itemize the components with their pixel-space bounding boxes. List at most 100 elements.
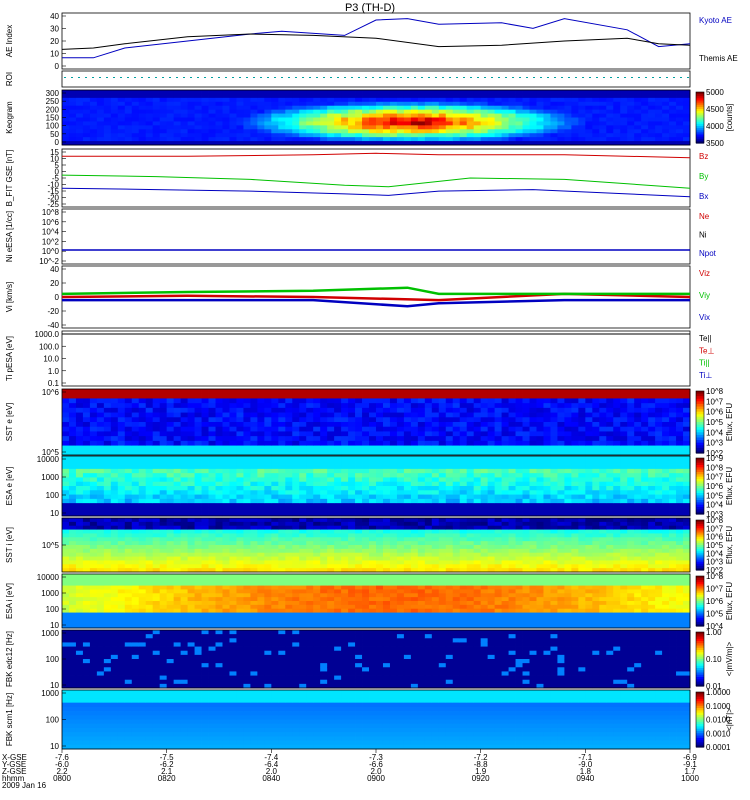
- spectrogram-cell: [257, 403, 265, 409]
- spectrogram-cell: [424, 521, 433, 527]
- spectrogram-cell: [683, 141, 691, 146]
- spectrogram-cell: [194, 431, 202, 437]
- spectrogram-cell: [424, 90, 433, 95]
- spectrogram-cell: [166, 403, 175, 409]
- spectrogram-cell: [243, 556, 251, 561]
- spectrogram-cell: [473, 412, 482, 418]
- spectrogram-cell: [466, 417, 475, 423]
- colorbar-segment: [696, 476, 704, 480]
- spectrogram-cell: [285, 556, 293, 561]
- spectrogram-cell: [515, 456, 523, 461]
- spectrogram-cell: [459, 456, 468, 461]
- spectrogram-cell: [355, 464, 363, 470]
- spectrogram-cell: [396, 560, 405, 565]
- spectrogram-cell: [355, 564, 363, 569]
- spectrogram-cell: [138, 431, 147, 437]
- spectrogram-cell: [89, 133, 98, 138]
- spectrogram-cell: [62, 440, 70, 446]
- spectrogram-cell: [452, 468, 461, 474]
- spectrogram-cell: [271, 105, 279, 111]
- spectrogram-cell: [138, 398, 147, 404]
- spectrogram-cell: [117, 129, 126, 134]
- spectrogram-cell: [543, 422, 551, 428]
- spectrogram-cell: [369, 440, 377, 446]
- colorbar-segment: [696, 481, 704, 485]
- spectrogram-cell: [501, 464, 509, 470]
- spectrogram-cell: [431, 564, 440, 569]
- spectrogram-cell: [669, 440, 677, 446]
- spectrogram-cell: [396, 403, 405, 409]
- spectrogram-cell: [431, 403, 440, 409]
- spectrogram-cell: [362, 525, 370, 530]
- spectrogram-cell: [627, 101, 635, 107]
- spectrogram-cell: [348, 125, 356, 130]
- spectrogram-cell: [362, 564, 370, 569]
- spectrogram-cell: [131, 468, 140, 474]
- spectrogram-cell: [417, 417, 426, 423]
- roi-dot: [603, 77, 605, 78]
- spectrogram-cell: [355, 93, 363, 99]
- spectrogram-cell: [180, 431, 188, 437]
- spectrogram-cell: [187, 456, 195, 461]
- spectrogram-cell: [75, 440, 84, 446]
- spectrogram-cell: [103, 481, 112, 487]
- spectrogram-cell: [208, 503, 216, 508]
- spectrogram-cell: [96, 137, 105, 142]
- spectrogram-cell: [264, 477, 272, 483]
- spectrogram-cell: [89, 473, 98, 478]
- roi-dot: [120, 77, 122, 78]
- spectrogram-cell: [145, 117, 154, 122]
- spectrogram-cell: [403, 137, 412, 142]
- spectrogram-cell: [327, 125, 335, 130]
- spectrogram-cell: [257, 407, 265, 413]
- spectrogram-cell: [515, 422, 523, 428]
- roi-dot: [211, 77, 213, 78]
- spectrogram-cell: [82, 121, 91, 126]
- spectrogram-cell: [543, 464, 551, 470]
- spectrogram-cell: [459, 125, 468, 130]
- spectrogram-cell: [410, 431, 419, 437]
- spectrogram-cell: [389, 560, 398, 565]
- roi-dot: [246, 77, 248, 78]
- spectrogram-cell: [362, 545, 370, 550]
- spectrogram-cell: [522, 494, 530, 500]
- spectrogram-cell: [515, 464, 523, 470]
- spectrogram-cell: [501, 393, 509, 399]
- spectrogram-cell: [634, 440, 642, 446]
- spectrogram-cell: [264, 105, 272, 111]
- spectrogram-cell: [173, 473, 182, 478]
- spectrogram-cell: [229, 498, 237, 504]
- spectrogram-cell: [557, 477, 565, 483]
- y-tick-label: 10^0: [42, 247, 60, 256]
- spectrogram-cell: [459, 486, 468, 491]
- spectrogram-cell: [264, 436, 272, 442]
- spectrogram-cell: [431, 541, 440, 546]
- spectrogram-cell: [152, 389, 161, 395]
- spectrogram-cell: [376, 121, 384, 126]
- spectrogram-cell: [215, 460, 223, 465]
- y-tick-label: -5: [52, 174, 60, 183]
- spectrogram-cell: [362, 521, 370, 527]
- spectrogram-cell: [264, 518, 272, 523]
- spectrogram-cell: [382, 129, 391, 134]
- spectrogram-cell: [599, 417, 607, 423]
- colorbar-segment: [696, 403, 704, 408]
- spectrogram-cell: [445, 97, 454, 103]
- spectrogram-cell: [529, 403, 537, 409]
- spectrogram-cell: [257, 521, 265, 527]
- spectrogram-cell: [585, 445, 593, 451]
- spectrogram-cell: [110, 426, 119, 432]
- spectrogram-cell: [515, 460, 523, 465]
- spectrogram-cell: [341, 464, 349, 470]
- spectrogram-cell: [68, 125, 77, 130]
- spectrogram-cell: [250, 417, 258, 423]
- spectrogram-cell: [187, 121, 195, 126]
- spectrogram-cell: [159, 90, 168, 95]
- spectrogram-cell: [327, 393, 335, 399]
- spectrogram-cell: [194, 407, 202, 413]
- spectrogram-cell: [494, 541, 502, 546]
- spectrogram-cell: [292, 477, 300, 483]
- spectrogram-cell: [431, 498, 440, 504]
- spectrogram-cell: [131, 518, 140, 523]
- spectrogram-cell: [445, 537, 454, 542]
